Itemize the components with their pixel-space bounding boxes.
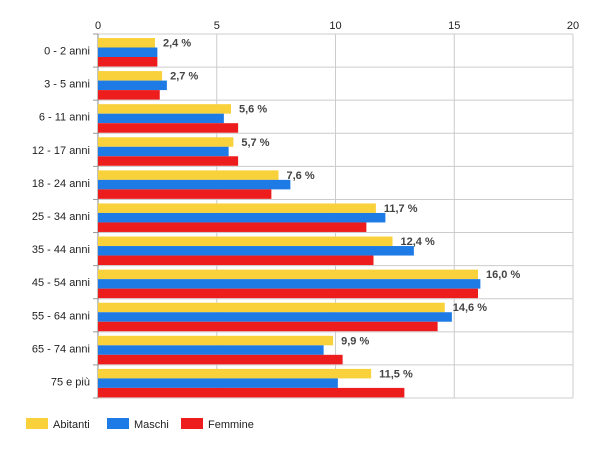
bar-femmine [98, 387, 405, 398]
category-label: 25 - 34 anni [32, 211, 90, 223]
bar-maschi [98, 279, 481, 289]
data-label: 16,0 % [486, 269, 520, 281]
category-label: 55 - 64 anni [32, 310, 90, 322]
bar-abitanti [98, 203, 376, 213]
x-tick-label: 20 [567, 20, 579, 32]
bar-abitanti [98, 71, 163, 81]
bar-femmine [98, 156, 239, 166]
grid-layer: 0 5 10 15 20 [93, 20, 579, 399]
bar-femmine [98, 255, 374, 266]
data-label: 12,4 % [401, 236, 435, 248]
bar-abitanti [98, 236, 393, 247]
bar-abitanti [98, 38, 155, 48]
bar-abitanti [98, 269, 478, 280]
bar-abitanti [98, 368, 372, 379]
category-label: 75 e più [51, 376, 90, 388]
data-label: 11,5 % [379, 368, 413, 380]
category-label: 45 - 54 anni [32, 277, 90, 289]
legend-label-abitanti: Abitanti [53, 419, 90, 431]
bar-abitanti [98, 137, 234, 147]
bar-femmine [98, 90, 160, 100]
bar-femmine [98, 222, 367, 232]
bar-maschi [98, 146, 229, 157]
bars-layer [98, 38, 481, 398]
x-tick-label: 5 [214, 20, 220, 32]
legend-label-femmine: Femmine [208, 419, 254, 431]
bar-femmine [98, 57, 158, 67]
data-label: 5,7 % [241, 137, 269, 149]
legend-label-maschi: Maschi [134, 419, 169, 431]
category-label: 18 - 24 anni [32, 178, 90, 190]
bar-abitanti [98, 302, 445, 313]
bar-abitanti [98, 335, 334, 346]
bar-maschi [98, 80, 167, 91]
bar-maschi [98, 345, 324, 355]
x-tick-label: 15 [448, 20, 460, 32]
bar-femmine [98, 123, 239, 133]
category-label: 65 - 74 anni [32, 343, 90, 355]
category-label: 6 - 11 anni [39, 112, 90, 124]
data-label: 2,7 % [170, 71, 198, 83]
bar-femmine [98, 288, 478, 299]
legend: Abitanti Maschi Femmine [26, 418, 254, 431]
category-label: 0 - 2 anni [44, 46, 90, 58]
labels-layer: 0 - 2 anni 2,4 % 3 - 5 anni 2,7 % 6 - 11 ann… [32, 38, 521, 389]
data-label: 5,6 % [239, 104, 267, 116]
data-label: 11,7 % [384, 203, 418, 215]
bar-maschi [98, 378, 338, 388]
data-label: 14,6 % [453, 302, 487, 314]
legend-swatch-femmine [181, 418, 203, 429]
bar-maschi [98, 179, 291, 190]
category-label: 35 - 44 anni [32, 244, 90, 256]
legend-swatch-maschi [107, 418, 129, 429]
bar-maschi [98, 246, 414, 256]
x-tick-label: 0 [95, 20, 101, 32]
x-tick-label: 10 [329, 20, 341, 32]
data-label: 9,9 % [341, 335, 369, 347]
data-label: 7,6 % [287, 170, 315, 182]
bar-femmine [98, 354, 343, 365]
bar-maschi [98, 113, 224, 124]
bar-maschi [98, 312, 452, 322]
bar-maschi [98, 212, 386, 223]
category-label: 12 - 17 anni [32, 145, 90, 157]
category-label: 3 - 5 anni [44, 79, 90, 91]
bar-femmine [98, 189, 272, 199]
legend-swatch-abitanti [26, 418, 48, 429]
bar-maschi [98, 47, 158, 57]
bar-abitanti [98, 104, 231, 114]
data-label: 2,4 % [163, 38, 191, 50]
bar-abitanti [98, 170, 279, 180]
bar-femmine [98, 321, 438, 332]
